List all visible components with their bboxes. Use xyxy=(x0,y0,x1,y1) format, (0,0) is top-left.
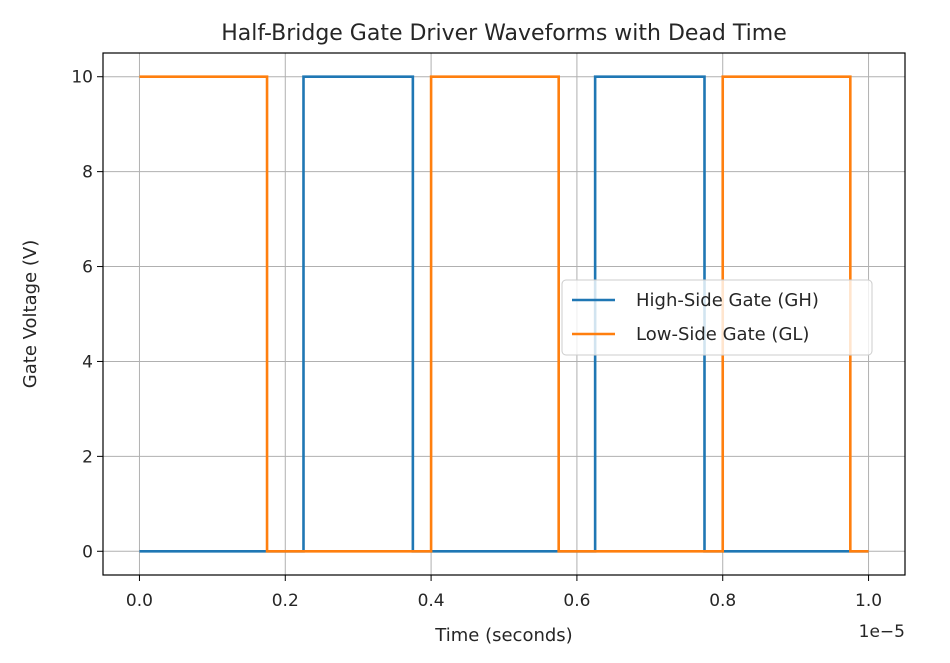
y-tick-label: 6 xyxy=(82,258,93,278)
x-tick-label: 0.0 xyxy=(126,591,153,611)
y-tick-label: 0 xyxy=(82,542,93,562)
x-tick-label: 0.6 xyxy=(563,591,590,611)
y-tick-label: 4 xyxy=(82,352,93,372)
x-tick-label: 0.8 xyxy=(709,591,736,611)
legend: High-Side Gate (GH) Low-Side Gate (GL) xyxy=(561,279,873,356)
y-tick-label: 10 xyxy=(71,68,93,88)
x-tick-label: 1.0 xyxy=(855,591,882,611)
y-axis: 0 2 4 6 8 10 xyxy=(71,68,103,562)
chart-title: Half-Bridge Gate Driver Waveforms with D… xyxy=(221,21,786,46)
legend-label: Low-Side Gate (GL) xyxy=(636,324,809,345)
y-tick-label: 2 xyxy=(82,447,93,467)
x-tick-label: 0.2 xyxy=(272,591,299,611)
x-tick-label: 0.4 xyxy=(418,591,445,611)
plot-frame xyxy=(102,52,906,576)
series-line-1 xyxy=(139,75,869,553)
x-axis: 0.0 0.2 0.4 0.6 0.8 1.0 xyxy=(126,575,882,611)
x-offset-text: 1e−5 xyxy=(859,622,905,642)
x-axis-label: Time (seconds) xyxy=(434,625,572,646)
legend-label: High-Side Gate (GH) xyxy=(636,290,819,311)
y-axis-label: Gate Voltage (V) xyxy=(20,240,41,388)
y-tick-label: 8 xyxy=(82,163,93,183)
